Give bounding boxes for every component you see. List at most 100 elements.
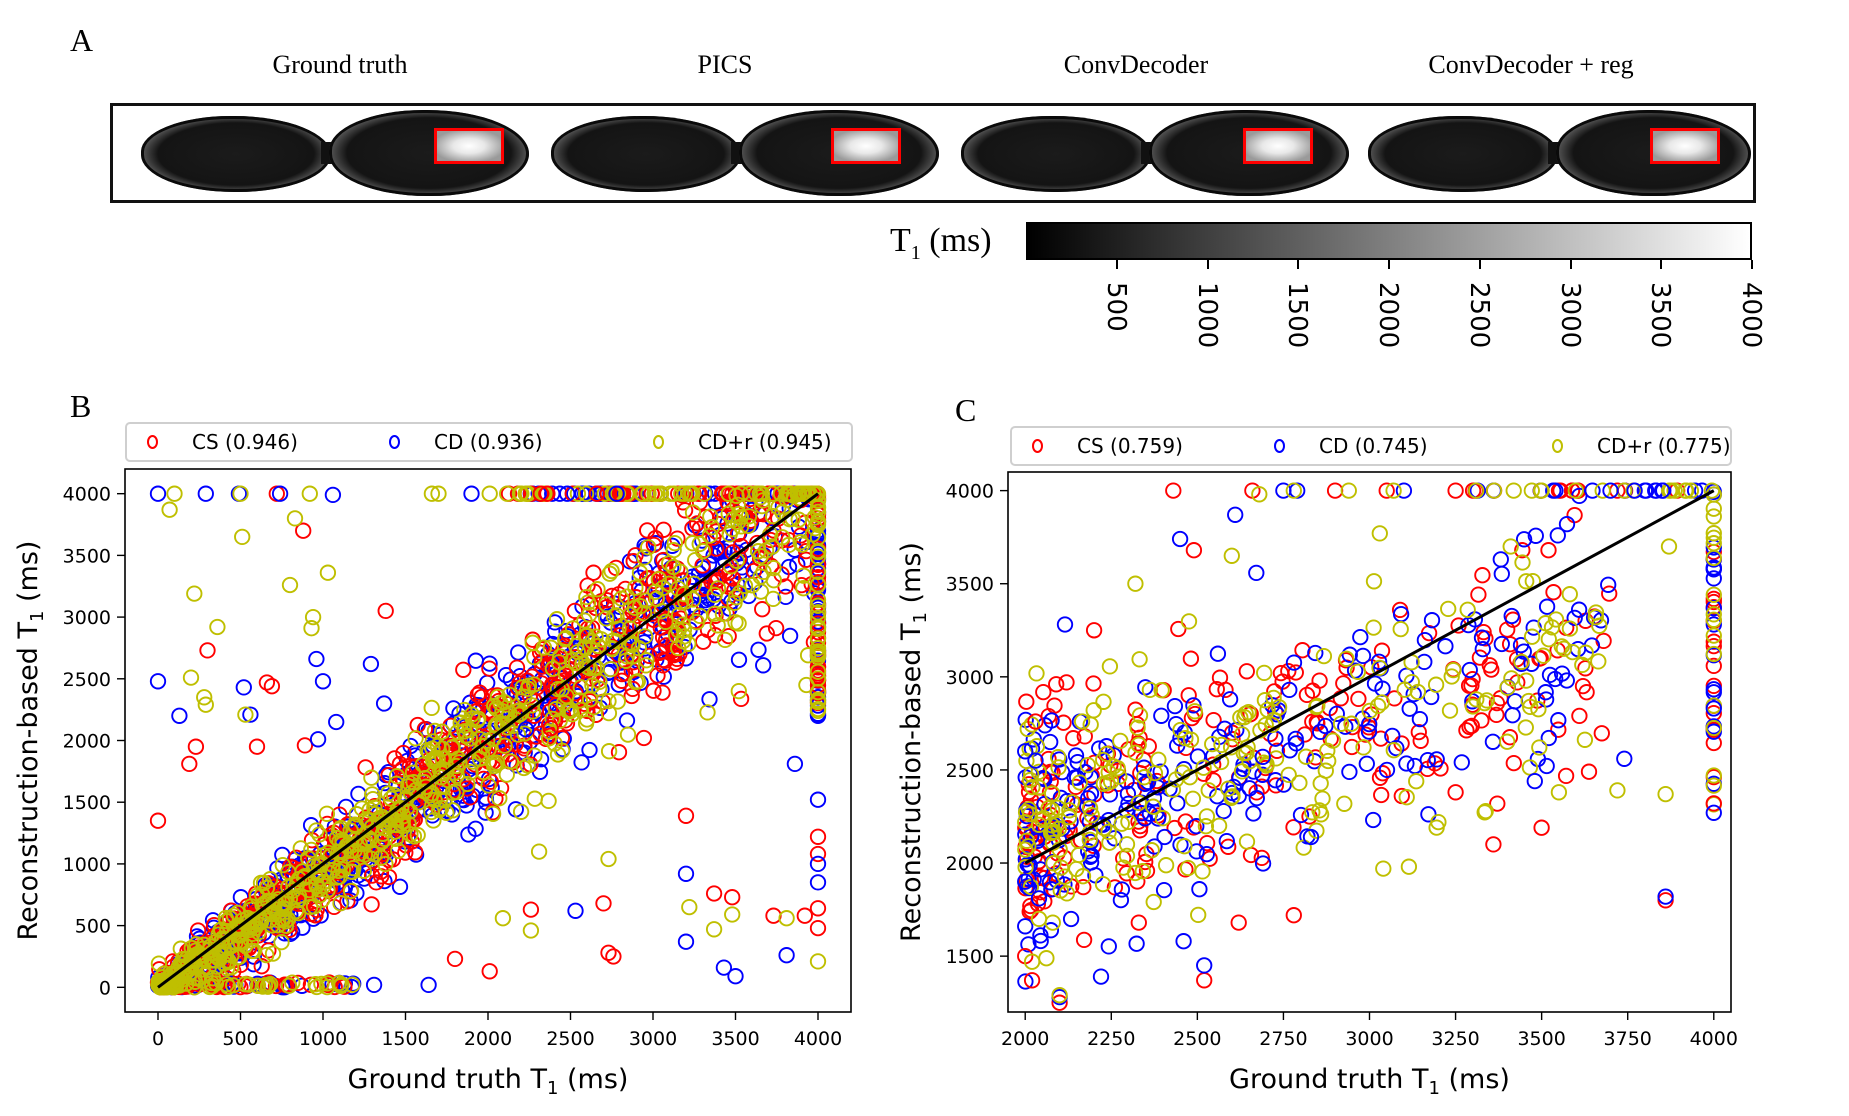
colorbar-label-sub: 1: [910, 241, 921, 264]
data-point-cdplusr: [578, 588, 595, 606]
data-point-cdplusr: [501, 705, 518, 722]
data-point-cdplusr: [778, 910, 795, 927]
data-point-cdplusr: [544, 710, 561, 728]
data-point-cdplusr: [577, 627, 594, 645]
data-point-cdplusr: [540, 730, 558, 747]
data-point-cdplusr: [308, 822, 325, 839]
data-point-cs: [605, 948, 622, 965]
data-point-cdplusr: [567, 654, 585, 672]
data-point-cs: [758, 625, 775, 642]
data-point-cdplusr: [765, 559, 782, 577]
data-point-cdplusr: [319, 564, 337, 581]
data-point-cdplusr: [680, 635, 697, 652]
data-point-cdplusr: [486, 755, 504, 773]
data-point-cdplusr: [552, 648, 569, 665]
data-point-cdplusr: [720, 485, 737, 502]
data-point-cdplusr: [535, 639, 553, 656]
data-point-cdplusr: [809, 503, 827, 521]
data-point-cs: [765, 907, 782, 924]
data-point-cs: [617, 580, 634, 598]
data-point-cdplusr: [178, 975, 195, 992]
data-point-cdplusr: [564, 620, 582, 637]
data-point-cdplusr: [432, 769, 450, 786]
data-point-cs: [268, 485, 285, 502]
y-tick-label: 3500: [63, 545, 111, 567]
data-point-cdplusr: [617, 652, 635, 669]
data-point-cd: [350, 785, 367, 803]
data-point-cd: [362, 655, 380, 673]
data-point-cdplusr: [424, 740, 441, 757]
data-point-cs: [762, 531, 779, 549]
data-point-cdplusr: [630, 640, 648, 657]
data-point-cdplusr: [281, 576, 299, 594]
data-point-cdplusr: [809, 609, 827, 627]
data-point-cdplusr: [484, 805, 502, 822]
data-point-cdplusr: [741, 485, 758, 502]
colorbar-tick: [1297, 260, 1300, 269]
legend-item: CD+r (0.945): [653, 430, 832, 454]
data-point-cd: [308, 650, 325, 668]
x-tick-label: 0: [152, 1028, 164, 1050]
data-point-cs: [289, 974, 307, 992]
data-point-cs: [244, 895, 262, 912]
data-point-cdplusr: [657, 613, 674, 631]
data-point-cd: [715, 959, 733, 976]
data-point-cdplusr: [315, 874, 333, 891]
data-point-cdplusr: [577, 715, 595, 732]
data-point-cdplusr: [303, 620, 320, 637]
data-point-cs: [363, 896, 380, 913]
data-point-cs: [407, 844, 424, 861]
data-point-cdplusr: [311, 826, 328, 843]
data-point-cs: [187, 738, 205, 755]
data-point-cdplusr: [266, 894, 284, 911]
y-tick-label: 500: [75, 916, 111, 938]
data-point-cdplusr: [356, 846, 374, 863]
data-point-cs: [248, 738, 266, 755]
data-point-cdplusr: [184, 951, 201, 968]
data-point-cd: [271, 485, 289, 502]
data-point-cdplusr: [438, 804, 455, 822]
data-point-cs: [199, 642, 216, 659]
mri-convdecoder-reg: [1368, 110, 1753, 196]
legend-marker-icon: [1552, 439, 1563, 453]
data-point-cdplusr: [433, 723, 451, 740]
data-point-cdplusr: [401, 774, 418, 792]
data-point-cdplusr: [303, 841, 320, 859]
legend-label: CS (0.759): [1077, 434, 1183, 458]
data-point-cs: [654, 684, 671, 701]
data-point-cdplusr: [423, 785, 441, 802]
data-point-cdplusr: [398, 790, 415, 807]
data-point-cdplusr: [569, 485, 587, 502]
data-point-cdplusr: [631, 564, 649, 581]
data-point-cdplusr: [313, 975, 330, 993]
data-point-cdplusr: [375, 819, 393, 836]
data-point-cdplusr: [245, 942, 263, 960]
title-convdecoder-reg: ConvDecoder + reg: [1428, 50, 1634, 79]
data-point-cdplusr: [549, 746, 567, 763]
data-point-cdplusr: [638, 652, 655, 669]
data-point-cdplusr: [469, 712, 486, 729]
data-point-cdplusr: [361, 801, 378, 819]
y-tick-label: 0: [99, 977, 111, 999]
data-point-cdplusr: [809, 576, 827, 593]
data-point-cdplusr: [598, 610, 615, 627]
colorbar-tick: [1388, 260, 1390, 269]
data-point-cs: [657, 652, 674, 669]
colorbar-label-main: T: [890, 222, 911, 259]
data-point-cs: [655, 521, 672, 538]
data-point-cdplusr: [653, 603, 670, 620]
data-point-cdplusr: [364, 790, 382, 808]
data-point-cdplusr: [694, 542, 712, 560]
data-point-cdplusr: [494, 910, 512, 927]
data-point-cd: [149, 485, 167, 502]
legend-marker-icon: [147, 435, 158, 449]
data-point-cd: [755, 657, 772, 674]
legend-label: CD (0.936): [434, 430, 543, 454]
data-point-cdplusr: [765, 572, 782, 589]
data-point-cd: [721, 539, 738, 556]
data-point-cs: [723, 569, 741, 587]
data-point-cs: [589, 671, 606, 689]
data-point-cdplusr: [740, 508, 758, 525]
data-point-cd: [242, 706, 259, 723]
data-point-cdplusr: [579, 658, 596, 676]
